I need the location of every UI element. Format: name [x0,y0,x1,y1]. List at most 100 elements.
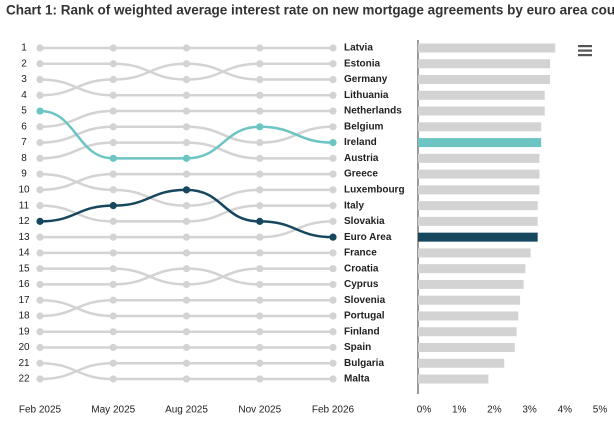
bar [418,59,550,69]
y-tick-label: 6 [21,121,27,132]
country-label: Portugal [344,311,385,322]
rank-marker [36,265,44,273]
rank-marker [329,186,337,194]
rank-marker [182,186,191,194]
x-tick-label: 3% [522,405,537,416]
rank-marker [256,375,264,383]
rank-marker [256,123,264,131]
x-tick-label: Feb 2025 [19,405,62,416]
rank-marker [256,91,264,99]
rank-marker [329,60,337,68]
rank-marker [329,202,337,210]
rank-marker [36,170,44,178]
country-label: Euro Area [344,232,392,243]
bar [418,90,545,100]
rank-marker [36,107,44,115]
rank-marker [256,75,264,84]
rank-marker [256,249,264,257]
y-tick-label: 3 [21,74,27,85]
rank-marker [182,154,191,162]
rank-marker [109,107,117,115]
rank-marker [36,249,44,257]
rank-marker [256,217,264,225]
rank-marker [329,249,337,257]
bar [418,342,515,352]
rank-marker [109,359,117,367]
rank-marker [36,233,44,241]
rank-marker [36,217,44,225]
rank-marker [109,312,117,320]
rank-marker [182,328,191,336]
country-label: Spain [344,342,371,353]
rank-line [39,188,334,239]
country-label: Ireland [344,137,377,148]
rank-marker [109,75,117,84]
rank-marker [329,265,337,273]
x-tick-label: Feb 2026 [312,405,355,416]
rank-marker [182,107,191,115]
rank-marker [182,202,191,210]
y-tick-label: 7 [21,137,27,148]
x-tick-label: 0% [417,405,432,416]
rank-marker [182,233,191,241]
rank-marker [36,343,44,352]
rank-marker [256,328,264,336]
rank-marker [256,186,264,194]
rank-marker [36,312,44,320]
y-tick-label: 18 [18,311,30,322]
bar [418,279,524,289]
menu-button[interactable] [578,45,592,57]
country-label: Estonia [344,58,381,69]
rank-marker [182,138,191,147]
y-tick-label: 21 [18,358,30,369]
rank-marker [36,60,44,68]
country-label: Slovenia [344,295,386,306]
rank-marker [109,154,117,162]
y-tick-label: 1 [21,43,27,54]
rank-marker [256,154,264,162]
rank-marker [256,296,264,304]
rank-marker [109,202,117,210]
rank-marker [109,265,117,273]
country-label: Latvia [344,43,373,54]
rank-marker [182,312,191,320]
rank-marker [109,296,117,304]
rank-marker [256,107,264,115]
country-label: Finland [344,326,380,337]
rank-marker [329,375,337,383]
rank-marker [256,280,264,289]
y-tick-label: 9 [21,169,27,180]
bar [418,169,540,179]
rank-marker [36,186,44,194]
rank-marker [329,154,337,162]
rank-marker [182,44,191,52]
rank-marker [109,44,117,52]
y-tick-label: 19 [18,326,30,337]
rank-marker [256,343,264,352]
country-label: Germany [344,74,388,85]
y-tick-label: 12 [18,216,30,227]
rank-marker [36,328,44,336]
rank-marker [182,265,191,273]
rank-marker [36,44,44,52]
bar [418,185,540,195]
rank-marker [36,75,44,84]
country-label: Bulgaria [344,358,384,369]
rank-marker [329,44,337,52]
rank-marker [256,233,264,241]
rank-marker [182,296,191,304]
rank-marker [329,170,337,178]
rank-marker [36,359,44,367]
rank-marker [329,138,337,147]
country-label: Lithuania [344,90,389,101]
rank-marker [36,154,44,162]
rank-marker [109,186,117,194]
rank-marker [329,217,337,225]
rank-marker [256,60,264,68]
rank-line [39,109,334,160]
bar [418,311,519,321]
rank-marker [36,138,44,147]
rank-marker [36,375,44,383]
rank-marker [256,170,264,178]
